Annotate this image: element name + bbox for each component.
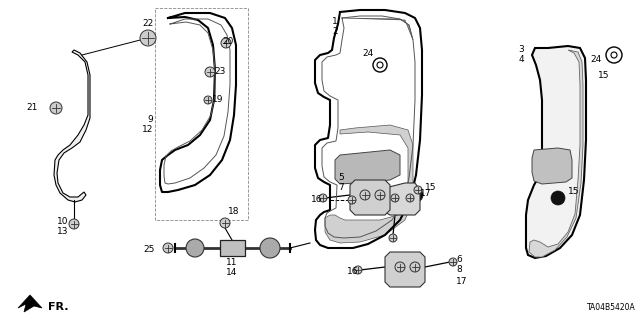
Circle shape [409, 188, 423, 202]
Circle shape [406, 194, 414, 202]
Polygon shape [385, 252, 425, 287]
Text: 15: 15 [425, 183, 436, 192]
Circle shape [186, 239, 204, 257]
Text: 19: 19 [212, 95, 223, 105]
Polygon shape [529, 50, 583, 257]
Polygon shape [342, 18, 413, 40]
Text: 12: 12 [141, 125, 153, 135]
Text: 6: 6 [456, 256, 461, 264]
Circle shape [50, 102, 62, 114]
Circle shape [611, 52, 617, 58]
Circle shape [205, 67, 215, 77]
Circle shape [140, 30, 156, 46]
Text: 3: 3 [518, 46, 524, 55]
Text: 24: 24 [590, 56, 601, 64]
Circle shape [373, 58, 387, 72]
Text: 15: 15 [568, 188, 579, 197]
Circle shape [551, 191, 565, 205]
Text: 18: 18 [228, 207, 239, 217]
Circle shape [348, 196, 356, 204]
Circle shape [69, 219, 79, 229]
Polygon shape [526, 46, 586, 258]
Text: 20: 20 [222, 38, 234, 47]
Text: 16: 16 [346, 266, 358, 276]
Circle shape [354, 266, 362, 274]
Polygon shape [18, 295, 42, 312]
Circle shape [606, 47, 622, 63]
Circle shape [220, 218, 230, 228]
Circle shape [449, 258, 457, 266]
Polygon shape [532, 148, 572, 184]
Text: 4: 4 [518, 56, 524, 64]
Circle shape [377, 62, 383, 68]
Text: 17: 17 [456, 277, 467, 286]
Circle shape [410, 262, 420, 272]
Circle shape [260, 238, 280, 258]
Text: 24: 24 [363, 48, 374, 57]
Text: 17: 17 [420, 189, 431, 198]
Polygon shape [325, 125, 413, 243]
Circle shape [375, 190, 385, 200]
Circle shape [395, 262, 405, 272]
Text: 15: 15 [598, 70, 609, 79]
Text: 5: 5 [339, 174, 344, 182]
Text: 22: 22 [142, 19, 154, 28]
Text: FR.: FR. [48, 302, 68, 312]
Circle shape [163, 243, 173, 253]
Circle shape [221, 38, 231, 48]
Text: 23: 23 [214, 66, 225, 76]
Text: 8: 8 [456, 265, 461, 275]
Text: 11: 11 [227, 258, 237, 267]
Text: 14: 14 [227, 268, 237, 277]
Polygon shape [335, 150, 400, 184]
Text: 9: 9 [147, 115, 153, 124]
Text: 2: 2 [332, 27, 338, 36]
Circle shape [204, 96, 212, 104]
Circle shape [391, 194, 399, 202]
Text: 16: 16 [310, 196, 322, 204]
Text: 1: 1 [332, 18, 338, 26]
Circle shape [319, 194, 327, 202]
FancyBboxPatch shape [220, 240, 245, 256]
Text: 21: 21 [27, 103, 38, 113]
Text: 13: 13 [56, 227, 68, 236]
Polygon shape [381, 183, 420, 215]
Text: TA04B5420A: TA04B5420A [588, 303, 636, 313]
Polygon shape [54, 50, 90, 202]
Circle shape [414, 186, 422, 194]
Text: 7: 7 [339, 183, 344, 192]
Circle shape [360, 190, 370, 200]
Text: 10: 10 [56, 218, 68, 226]
Text: 25: 25 [143, 246, 155, 255]
Polygon shape [350, 180, 390, 215]
Circle shape [389, 234, 397, 242]
